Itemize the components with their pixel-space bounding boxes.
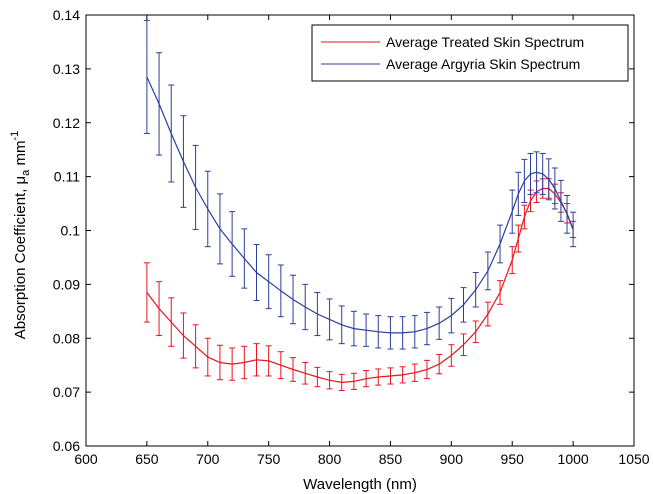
x-tick-label: 600 (74, 451, 98, 467)
series-line (146, 187, 574, 384)
series-line (146, 76, 574, 334)
y-tick-label: 0.11 (54, 169, 80, 185)
y-tick-label: 0.06 (53, 438, 80, 454)
y-tick-label: 0.08 (53, 330, 80, 346)
ticks-layer: 600 650 700 750 800 850 900 950 1000 1050 0.06 0.07… (53, 7, 650, 467)
y-axis-label-subscript: a (20, 169, 32, 176)
series-argyria (143, 19, 577, 350)
legend-box (311, 24, 629, 82)
x-tick-label: 850 (379, 451, 403, 467)
x-tick-label: 1050 (618, 451, 649, 467)
x-axis-label: Wavelength (nm) (303, 476, 417, 493)
legend: Average Treated Skin Spectrum Average Ar… (311, 24, 629, 82)
y-axis-label-main: Absorption Coefficient, μ (12, 176, 29, 339)
y-tick-label: 0.13 (53, 61, 80, 77)
y-axis-label: Absorption Coefficient, μa mm-1 (9, 131, 32, 340)
x-tick-label: 950 (501, 451, 525, 467)
y-tick-label: 0.07 (53, 384, 80, 400)
plot-frame (85, 14, 635, 447)
plot-area (85, 14, 635, 447)
x-tick-label: 900 (440, 451, 464, 467)
series-layer (143, 19, 577, 392)
y-tick-label: 0.1 (61, 223, 81, 239)
x-tick-label: 800 (318, 451, 342, 467)
legend-label-argyria: Average Argyria Skin Spectrum (386, 56, 580, 72)
x-tick-label: 700 (196, 451, 220, 467)
legend-label-treated: Average Treated Skin Spectrum (386, 34, 584, 50)
x-tick-label: 650 (135, 451, 159, 467)
x-tick-label: 750 (257, 451, 281, 467)
y-tick-label: 0.09 (53, 276, 80, 292)
y-tick-label: 0.14 (53, 7, 80, 23)
y-axis-label-unit: mm (12, 141, 29, 170)
y-tick-label: 0.12 (53, 115, 80, 131)
y-axis-label-superscript: -1 (9, 131, 21, 141)
x-tick-label: 1000 (558, 451, 589, 467)
